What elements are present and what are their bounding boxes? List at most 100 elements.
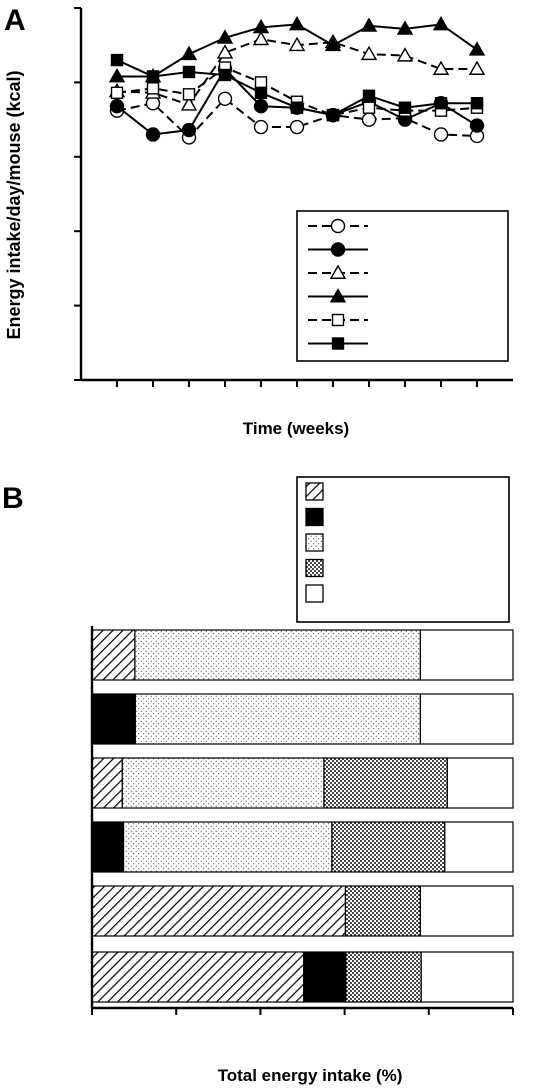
legend-fish-oil-swatch	[305, 507, 324, 527]
bar-st-plus-fo-fish-oil	[91, 693, 136, 745]
legend-suc-plus-fo-marker	[329, 288, 347, 303]
panel-a-x-axis-title: Time (weeks)	[243, 419, 349, 438]
series-suc-plus-fo	[108, 15, 486, 83]
series-saf-plus-fo-point	[182, 65, 196, 79]
bar-suc-plus-fo-fish-oil	[91, 821, 125, 873]
series-saf-point	[254, 76, 268, 89]
series-saf-point	[362, 101, 376, 114]
panel-a-y-axis-title: Energy intake/day/mouse (kcal)	[4, 70, 24, 339]
panel-a-letter: A	[4, 4, 26, 37]
bar-suc-plus-fo-casein	[444, 821, 514, 873]
legend-safflower-oil-swatch	[305, 482, 324, 501]
series-saf-point	[146, 82, 160, 95]
bar-row-st	[91, 629, 514, 681]
bar-row-suc	[91, 757, 514, 809]
series-st-point	[433, 127, 449, 142]
series-suc-point	[288, 36, 306, 52]
series-saf-plus-fo-point	[110, 53, 124, 67]
series-saf-plus-fo-point	[254, 86, 268, 100]
series-saf-plus-fo-point	[218, 68, 232, 82]
series-st-plus-fo-point	[469, 118, 485, 133]
series-suc-plus-fo-point	[108, 68, 126, 83]
legend-suc-marker	[329, 264, 347, 279]
series-suc-point	[396, 47, 414, 62]
bar-saf-plus-fo-fish-oil	[303, 951, 347, 1003]
series-suc-plus-fo-point	[360, 17, 378, 32]
panel-b-letter: B	[2, 482, 24, 515]
bar-st-plus-fo-casein	[419, 693, 514, 745]
series-suc-plus-fo-point	[180, 45, 198, 61]
panel-b-axes	[90, 626, 514, 1015]
panel-a-axes	[74, 7, 513, 387]
legend-saf-plus-fo-marker	[331, 337, 345, 350]
panel-a-legend	[296, 210, 509, 362]
series-st-line	[116, 97, 478, 139]
panel-a-legend-box	[296, 210, 509, 362]
series-suc-plus-fo-point	[396, 20, 414, 35]
panel-b-legend	[296, 476, 510, 623]
bar-suc-plus-fo-sucrose	[331, 821, 446, 873]
series-st-point	[361, 112, 377, 127]
series-saf-plus-fo-point	[398, 101, 412, 114]
series-saf-plus-fo-point	[326, 108, 340, 122]
series-saf-plus-fo-point	[470, 97, 484, 110]
series-suc-plus-fo-point	[468, 41, 486, 56]
series-saf-point	[110, 86, 124, 100]
series-suc-point	[180, 96, 198, 111]
panel-b-bar-chart: B Total energy intake (%)	[2, 476, 514, 1085]
bar-row-suc-plus-fo	[91, 821, 514, 873]
bar-row-saf-plus-fo	[91, 951, 514, 1003]
bar-st-casein	[419, 629, 514, 681]
bar-saf-sucrose	[344, 885, 421, 937]
legend-starch-swatch	[305, 533, 324, 552]
series-saf-point	[182, 88, 196, 101]
series-suc-point	[252, 30, 270, 46]
series-suc-point	[216, 44, 234, 59]
series-st-point	[253, 119, 269, 135]
bar-saf-casein	[419, 885, 514, 937]
panel-a-series	[108, 15, 486, 145]
series-st-plus-fo-point	[109, 99, 125, 114]
panel-b-legend-box	[296, 476, 510, 623]
series-suc-plus-fo-point	[252, 18, 270, 34]
legend-st-marker	[330, 218, 346, 234]
bar-suc-starch	[121, 757, 325, 809]
bar-saf-safflower-oil	[91, 885, 347, 937]
bar-suc-plus-fo-starch	[122, 821, 333, 873]
panel-a-line-chart: A Energy intake/day/mouse (kcal) Time (w…	[4, 4, 513, 438]
series-st-point	[289, 119, 305, 135]
legend-casein-swatch	[305, 584, 324, 603]
bar-saf-plus-fo-casein	[420, 951, 514, 1003]
bar-saf-plus-fo-safflower-oil	[91, 951, 305, 1003]
series-st-point	[217, 91, 233, 106]
series-saf-plus-fo	[110, 53, 484, 122]
series-suc-plus-fo-point	[324, 36, 342, 52]
legend-st-plus-fo-marker	[330, 242, 346, 257]
series-saf-plus-fo-point	[434, 97, 448, 110]
bar-suc-safflower-oil	[91, 757, 123, 809]
series-suc-plus-fo-point	[216, 29, 234, 44]
series-suc-plus-fo-point	[288, 15, 306, 31]
series-st-plus-fo-point	[181, 122, 197, 138]
series-suc-point	[360, 45, 378, 61]
series-suc-plus-fo-point	[432, 15, 450, 31]
series-saf-plus-fo-point	[290, 101, 304, 114]
bar-row-saf	[91, 885, 514, 937]
series-suc-point	[468, 60, 486, 75]
bar-row-st-plus-fo	[91, 693, 514, 745]
series-saf-plus-fo-point	[146, 70, 160, 83]
series-st-plus-fo-point	[145, 127, 161, 142]
series-suc-point	[432, 60, 450, 75]
bar-st-starch	[134, 629, 421, 681]
panel-b-x-axis-title: Total energy intake (%)	[218, 1066, 403, 1085]
series-saf-plus-fo-point	[362, 89, 376, 102]
legend-sucrose-swatch	[305, 558, 324, 578]
series-st-plus-fo-point	[253, 99, 269, 114]
bar-saf-plus-fo-sucrose	[345, 951, 422, 1003]
bar-st-safflower-oil	[91, 629, 136, 681]
bar-st-plus-fo-starch	[134, 693, 421, 745]
legend-saf-marker	[331, 313, 345, 327]
bar-suc-casein	[446, 757, 514, 809]
panel-b-bars	[91, 629, 514, 1003]
